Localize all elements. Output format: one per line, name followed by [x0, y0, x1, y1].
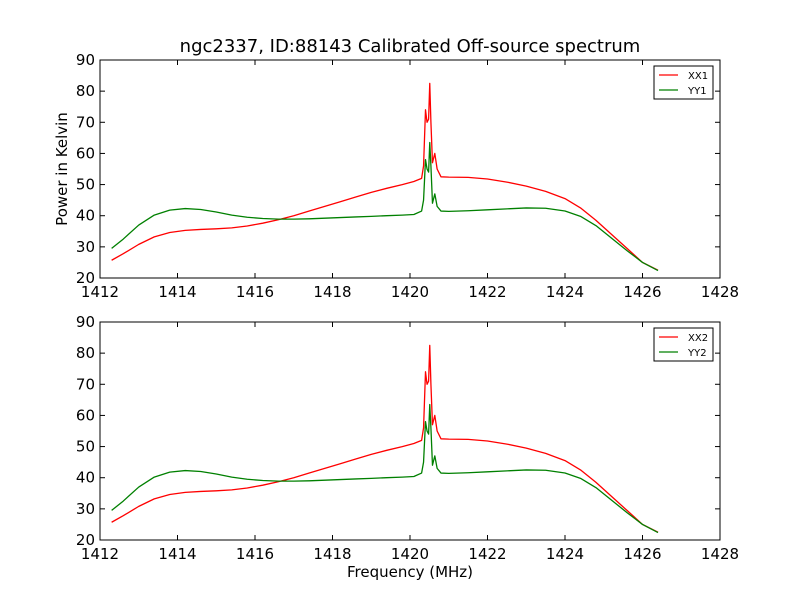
y-tick-label: 60	[76, 144, 95, 162]
x-tick-label: 1420	[391, 283, 429, 301]
y-tick-label: 70	[76, 375, 95, 393]
y-axis-label: Power in Kelvin	[53, 112, 71, 226]
y-tick-label: 20	[76, 269, 95, 287]
y-tick-label: 60	[76, 406, 95, 424]
y-tick-label: 30	[76, 238, 95, 256]
series-line-yy1	[111, 141, 659, 272]
y-tick-label: 90	[76, 51, 95, 69]
x-tick-label: 1426	[623, 283, 661, 301]
x-tick-label: 1418	[313, 545, 351, 563]
x-tick-label: 1414	[158, 283, 196, 301]
series-line-yy2	[111, 403, 659, 534]
y-tick-label: 20	[76, 531, 95, 549]
x-tick-label: 1422	[468, 283, 506, 301]
x-tick-label: 1412	[81, 283, 119, 301]
x-tick-label: 1426	[623, 545, 661, 563]
figure-title: ngc2337, ID:88143 Calibrated Off-source …	[180, 36, 641, 57]
x-tick-label: 1416	[236, 283, 274, 301]
legend-box	[653, 65, 714, 100]
x-tick-label: 1420	[391, 545, 429, 563]
x-tick-label: 1416	[236, 545, 274, 563]
x-axis-label: Frequency (MHz)	[347, 563, 473, 581]
y-tick-label: 40	[76, 469, 95, 487]
y-tick-label: 80	[76, 82, 95, 100]
y-tick-label: 50	[76, 176, 95, 194]
top-spectrum-panel: 1412 1414 1416 1418 1420 1422 1424 1426 1428 20 30…	[53, 51, 739, 301]
x-tick-label: 1414	[158, 545, 196, 563]
legend-label-xx2: XX2	[688, 333, 708, 344]
legend-label-yy2: YY2	[687, 348, 707, 359]
x-tick-label: 1424	[546, 283, 584, 301]
x-tick-label: 1424	[546, 545, 584, 563]
y-tick-label: 50	[76, 438, 95, 456]
y-tick-label: 70	[76, 113, 95, 131]
y-tick-label: 40	[76, 207, 95, 225]
legend-box	[653, 327, 714, 362]
x-tick-label: 1418	[313, 283, 351, 301]
series-line-xx1	[111, 82, 659, 271]
y-tick-label: 90	[76, 313, 95, 331]
bottom-spectrum-panel: 1412 1414 1416 1418 1420 1422 1424 1426 1428 20 30…	[76, 313, 739, 581]
series-line-xx2	[111, 344, 659, 533]
y-tick-label: 30	[76, 500, 95, 518]
x-tick-label: 1428	[701, 545, 739, 563]
legend-label-xx1: XX1	[688, 71, 708, 82]
x-tick-label: 1412	[81, 545, 119, 563]
x-tick-label: 1422	[468, 545, 506, 563]
legend-label-yy1: YY1	[687, 86, 707, 97]
y-tick-label: 80	[76, 344, 95, 362]
x-tick-label: 1428	[701, 283, 739, 301]
